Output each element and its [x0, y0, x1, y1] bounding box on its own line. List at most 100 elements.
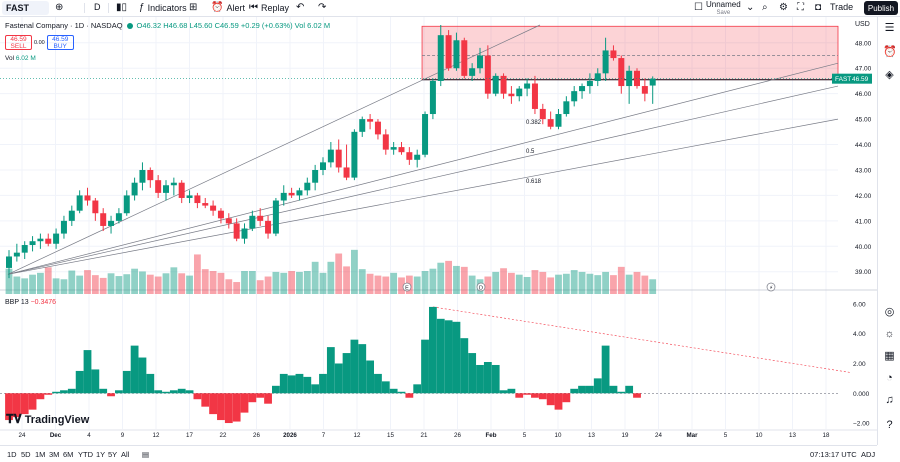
ideas-icon[interactable]: ☼ [884, 328, 895, 340]
bbp-bar [515, 393, 524, 398]
candle-body [155, 180, 162, 193]
range-1d[interactable]: 1D [7, 450, 17, 459]
settings-button[interactable]: ⚙ [779, 2, 788, 14]
buy-button[interactable]: 46.59 BUY [46, 35, 74, 50]
quick-search-button[interactable]: ⌕ [762, 2, 768, 14]
candle-body [37, 238, 44, 242]
volume-bar [539, 271, 547, 294]
bbp-bar [287, 375, 296, 394]
range-all[interactable]: All [121, 450, 130, 459]
candle-body [382, 134, 389, 150]
currency-label[interactable]: USD [855, 21, 870, 28]
series-title[interactable]: Fastenal Company · 1D · NASDAQ [5, 21, 123, 30]
range-1m[interactable]: 1M [35, 450, 46, 459]
bbp-bar [193, 393, 202, 400]
candle-body [6, 256, 12, 268]
range-5d[interactable]: 5D [21, 450, 31, 459]
candle-body [422, 114, 429, 155]
event-marker-label: D [479, 285, 483, 291]
candle-body [178, 182, 185, 198]
close-value: C46.59 [214, 21, 239, 30]
range-ytd[interactable]: YTD [78, 450, 93, 459]
bbp-bar [452, 321, 461, 394]
volume-bar [44, 267, 52, 294]
replay-button[interactable]: ⏮ Replay [249, 2, 289, 14]
candle-body [414, 154, 421, 160]
volume-bar [115, 276, 123, 294]
range-6m[interactable]: 6M [63, 450, 74, 459]
date-range-icon[interactable]: ▤ [142, 450, 150, 459]
templates-button[interactable]: ⊞ [189, 2, 197, 14]
range-3m[interactable]: 3M [49, 450, 60, 459]
fullscreen-button[interactable]: ⛶ [797, 2, 804, 14]
watchlist-icon[interactable]: ☰ [884, 22, 895, 34]
range-1y[interactable]: 1Y [96, 450, 106, 459]
gear-icon: ⚙ [779, 2, 788, 13]
data-window-icon[interactable]: ◎ [884, 306, 895, 318]
chart-canvas[interactable]: 48.0047.0046.0045.0044.0043.0042.0041.00… [0, 17, 877, 445]
trade-button[interactable]: Trade [830, 2, 853, 12]
sell-button[interactable]: 46.59 SELL [5, 35, 32, 50]
compare-button[interactable]: ⊕ [55, 2, 63, 14]
volume-bar [453, 265, 460, 294]
undo-button[interactable]: ↶ [296, 2, 304, 14]
interval-button[interactable]: D [94, 2, 101, 12]
layout-checkbox[interactable]: ☐ [694, 2, 703, 14]
bbp-bar [154, 390, 163, 394]
candle-body [602, 50, 609, 74]
indicators-button[interactable]: ƒ Indicators [139, 2, 187, 14]
bbp-bar [593, 378, 602, 394]
range-5y[interactable]: 5Y [108, 450, 118, 459]
time-axis[interactable]: 24 Dec 4 9 12 17 22 26 2026 7 12 15 21 26 Feb 5 10 13 19 24… [0, 429, 877, 439]
volume-bar [76, 275, 84, 294]
news-icon[interactable]: ◔ [886, 372, 893, 384]
candle-body [147, 169, 154, 181]
volume-bar [37, 272, 44, 294]
publish-button[interactable]: Publish [864, 1, 898, 15]
alert-button[interactable]: ⏰ Alert [211, 2, 245, 14]
candle-body [406, 152, 413, 160]
candle-body [492, 75, 499, 94]
objects-tree-icon[interactable]: ◈ [885, 69, 894, 81]
chevron-down-icon: ⌄ [746, 2, 755, 13]
candle-body [351, 131, 358, 178]
volume-bar [60, 279, 68, 294]
spread-value: 0.00 [34, 39, 45, 46]
bbp-bar [240, 393, 249, 413]
open-value: O46.32 [136, 21, 162, 30]
trendlines[interactable] [7, 24, 851, 373]
volume-bar [649, 279, 657, 294]
candle-body [53, 233, 60, 244]
candle-body [367, 119, 374, 122]
price-axis[interactable]: 48.00 47.00 46.00 45.00 44.00 43.00 42.00 41.00… [832, 40, 872, 428]
volume-legend-name: Vol [5, 55, 15, 62]
adj-toggle[interactable]: ADJ [861, 450, 876, 459]
tradingview-logo[interactable]: 𝐓𝐕 TradingView [6, 412, 89, 427]
event-markers[interactable]: E D ⚡ [402, 282, 776, 292]
layout-name-button[interactable]: Unnamed Save [706, 1, 741, 17]
bbp-bar [468, 353, 477, 394]
volume-bar [217, 272, 225, 294]
volume-bar [390, 272, 398, 294]
redo-button[interactable]: ↷ [318, 2, 326, 14]
alerts-icon[interactable]: ⏰ [883, 46, 897, 58]
candle-body [186, 195, 193, 198]
help-icon[interactable]: ? [886, 419, 893, 431]
volume-bar [460, 266, 468, 294]
clock-time[interactable]: 07:13:17 UTC [810, 450, 857, 459]
divider [108, 3, 109, 13]
bbp-bar [224, 393, 233, 424]
chart-type-button[interactable]: ▮▯ [116, 2, 127, 14]
candle-body [29, 241, 36, 246]
notifications-icon[interactable]: ♫ [885, 394, 894, 406]
bbp-bar [562, 393, 571, 403]
symbol-search[interactable]: FAST [2, 1, 49, 15]
layout-menu-button[interactable]: ⌄ [746, 2, 754, 14]
snapshot-button[interactable]: ◘ [815, 2, 821, 14]
candles-icon: ▮▯ [116, 2, 128, 13]
bbp-bar [633, 393, 641, 398]
top-toolbar: FAST ⊕ D ▮▯ ƒ Indicators ⊞ ⏰ Alert ⏮ Replay… [0, 0, 900, 17]
calendar-icon[interactable]: ▦ [884, 350, 895, 362]
volume-bar [508, 272, 515, 294]
bbp-bar [146, 373, 155, 394]
